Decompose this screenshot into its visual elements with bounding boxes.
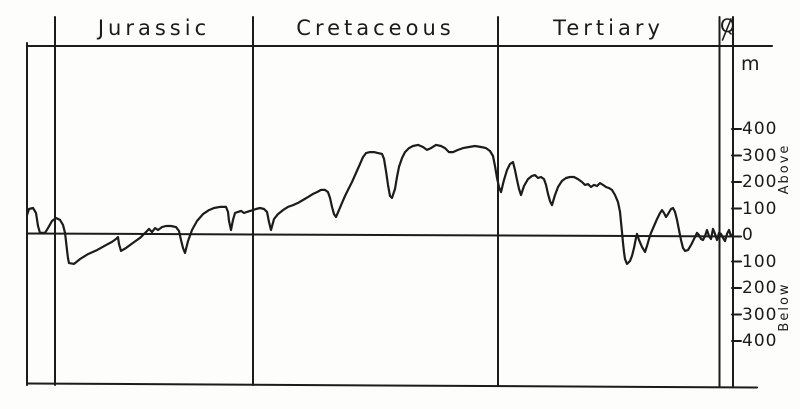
- axis-tick-label: 200: [742, 278, 778, 298]
- axis-tick-label: 100: [742, 198, 778, 219]
- q-slash: [721, 18, 732, 41]
- zero-baseline: [26, 232, 742, 238]
- axis-tick-label: 300: [742, 145, 778, 166]
- axis-tick-label: 100: [742, 251, 778, 272]
- sea-level-curve: [25, 143, 735, 265]
- axis-tick-label: 0: [742, 225, 754, 245]
- axis-tick-label: 400: [742, 331, 778, 351]
- period-label-tertiary: Tertiary: [553, 16, 664, 40]
- period-label-quaternary: Q: [720, 15, 735, 37]
- axis-tick-label: 200: [742, 172, 778, 192]
- period-label-jurassic: Jurassic: [97, 16, 211, 40]
- period-label-cretaceous: Cretaceous: [296, 16, 455, 40]
- plot-bottom-border: [26, 382, 758, 389]
- axis-tick-label: 400: [742, 119, 778, 139]
- axis-unit-label: m: [741, 53, 760, 75]
- axis-tick-label: 300: [742, 304, 778, 325]
